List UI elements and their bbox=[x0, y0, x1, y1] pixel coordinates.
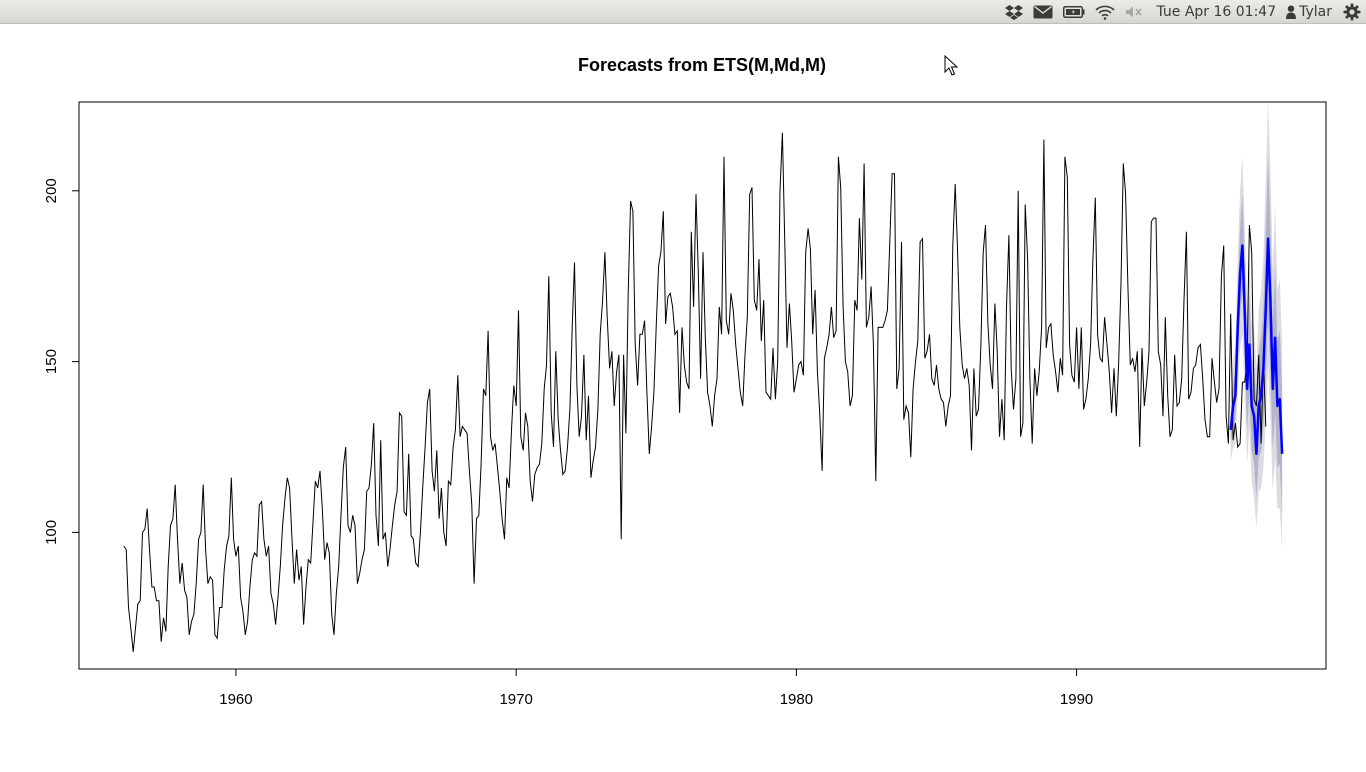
x-tick-label: 1980 bbox=[780, 691, 813, 708]
forecast-mean-line bbox=[1229, 237, 1284, 456]
chart-title: Forecasts from ETS(M,Md,M) bbox=[578, 55, 826, 75]
user-name: Tylar bbox=[1299, 4, 1332, 20]
plot-frame bbox=[78, 101, 1327, 670]
y-tick-label: 100 bbox=[43, 520, 60, 545]
top-panel: Tue Apr 16 01:47 Tylar bbox=[0, 0, 1366, 24]
y-tick-label: 150 bbox=[43, 349, 60, 374]
clock[interactable]: Tue Apr 16 01:47 bbox=[1156, 4, 1277, 20]
x-tick-label: 1990 bbox=[1060, 691, 1093, 708]
battery-icon[interactable] bbox=[1058, 0, 1090, 24]
history-line bbox=[123, 132, 1267, 652]
y-axis: 100 150 200 bbox=[43, 178, 80, 545]
wifi-icon[interactable] bbox=[1090, 0, 1120, 24]
forecast-series bbox=[1229, 237, 1284, 456]
x-tick-label: 1970 bbox=[499, 691, 532, 708]
dropbox-icon[interactable] bbox=[1000, 0, 1028, 24]
gear-icon[interactable] bbox=[1338, 0, 1366, 24]
system-tray: Tue Apr 16 01:47 Tylar bbox=[1000, 0, 1366, 24]
forecast-chart: Forecasts from ETS(M,Md,M) 1960 1970 1980 1… bbox=[43, 55, 1327, 708]
volume-muted-icon[interactable] bbox=[1120, 0, 1150, 24]
user-icon bbox=[1286, 5, 1297, 19]
plot-window: Forecasts from ETS(M,Md,M) 1960 1970 1980 1… bbox=[0, 24, 1366, 768]
history-series bbox=[123, 132, 1267, 652]
mail-icon[interactable] bbox=[1028, 0, 1058, 24]
user-menu[interactable]: Tylar bbox=[1282, 0, 1338, 24]
x-axis: 1960 1970 1980 1990 bbox=[219, 668, 1093, 708]
mouse-cursor-icon bbox=[944, 55, 959, 76]
y-tick-label: 200 bbox=[43, 178, 60, 203]
x-tick-label: 1960 bbox=[219, 691, 252, 708]
